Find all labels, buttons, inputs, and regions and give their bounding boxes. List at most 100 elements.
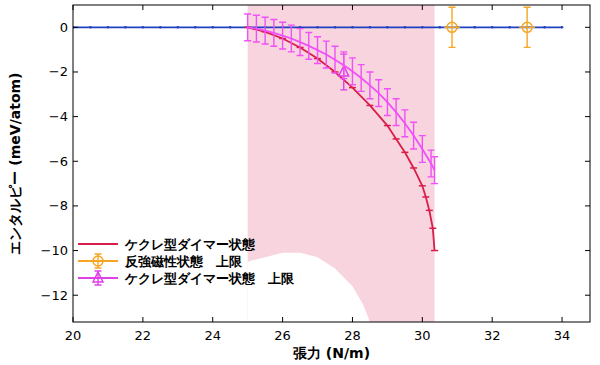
unshaded-region	[248, 253, 370, 322]
x-tick	[142, 317, 143, 322]
marker	[351, 26, 354, 29]
legend-label: ケクレ型ダイマー状態	[124, 237, 256, 252]
x-tick	[422, 5, 423, 10]
legend-label: ケクレ型ダイマー状態 上限	[124, 271, 295, 286]
x-tick	[492, 5, 493, 10]
x-tick-label: 20	[65, 328, 82, 343]
y-tick	[73, 116, 78, 117]
x-tick	[352, 317, 353, 322]
legend-line	[78, 243, 118, 245]
line	[73, 26, 562, 28]
marker-bar	[444, 27, 460, 28]
x-tick-label: 32	[484, 328, 501, 343]
line	[248, 27, 435, 170]
y-tick-label: −4	[49, 109, 68, 124]
y-tick	[585, 295, 590, 296]
x-tick	[352, 5, 353, 10]
y-tick-label: −12	[41, 288, 68, 303]
y-tick	[585, 27, 590, 28]
y-tick-label: −6	[49, 154, 68, 169]
marker	[366, 105, 373, 107]
marker	[229, 26, 232, 29]
x-tick	[282, 317, 283, 322]
marker	[194, 26, 197, 29]
marker	[89, 26, 92, 29]
y-tick	[585, 161, 590, 162]
x-tick-label: 26	[274, 328, 291, 343]
x-tick	[73, 317, 74, 322]
x-tick	[422, 317, 423, 322]
legend-marker	[93, 272, 103, 282]
marker	[124, 26, 127, 29]
x-tick	[142, 5, 143, 10]
marker-bar	[519, 27, 535, 28]
marker	[508, 26, 511, 29]
marker	[316, 26, 319, 29]
marker	[438, 26, 441, 29]
legend-marker	[95, 243, 102, 245]
y-axis-label: エンタルピー (meV/atom)	[7, 72, 23, 254]
y-tick	[73, 250, 78, 251]
plot-area	[73, 5, 563, 322]
marker	[543, 26, 546, 29]
marker	[107, 26, 110, 29]
y-tick	[585, 205, 590, 206]
marker	[422, 196, 429, 198]
marker	[401, 152, 408, 154]
y-tick-label: −8	[49, 198, 68, 213]
marker	[426, 210, 433, 212]
x-tick-label: 34	[554, 328, 571, 343]
y-tick-label: −2	[49, 64, 68, 79]
x-tick-label: 24	[204, 328, 221, 343]
marker	[384, 125, 391, 127]
y-tick	[585, 71, 590, 72]
y-tick	[585, 116, 590, 117]
marker	[393, 138, 400, 140]
y-tick	[73, 205, 78, 206]
y-tick	[73, 295, 78, 296]
x-tick	[282, 5, 283, 10]
marker	[349, 87, 356, 89]
x-tick	[562, 317, 563, 322]
x-tick-label: 22	[135, 328, 152, 343]
x-tick-label: 30	[414, 328, 431, 343]
marker	[159, 26, 162, 29]
marker-bar	[90, 260, 106, 261]
x-axis-label: 張力 (N/m)	[293, 345, 370, 361]
series-0	[73, 26, 563, 29]
marker	[211, 26, 214, 29]
line	[248, 27, 435, 250]
y-tick	[585, 250, 590, 251]
x-tick	[212, 5, 213, 10]
marker	[429, 227, 436, 229]
legend-marker	[110, 243, 117, 245]
x-tick	[212, 317, 213, 322]
legend: ケクレ型ダイマー状態反強磁性状態 上限ケクレ型ダイマー状態 上限	[78, 237, 295, 286]
y-tick	[73, 71, 78, 72]
chart: 20 22 24 26 28 30 32 34 0 −2 −4 −6 −8 −10 −12 張力 (N/m) エ…	[0, 0, 600, 365]
y-tick	[73, 161, 78, 162]
marker	[419, 185, 426, 187]
marker	[369, 26, 372, 29]
x-tick	[73, 5, 74, 10]
x-tick-label: 28	[344, 328, 361, 343]
marker	[410, 167, 417, 169]
series-4	[244, 14, 438, 184]
frame	[73, 5, 590, 322]
marker	[142, 26, 145, 29]
marker	[386, 26, 389, 29]
marker	[421, 26, 424, 29]
marker	[334, 26, 337, 29]
marker	[431, 250, 438, 252]
x-tick	[492, 317, 493, 322]
series-2	[444, 7, 535, 47]
marker	[473, 26, 476, 29]
x-tick	[562, 5, 563, 10]
legend-marker	[80, 243, 87, 245]
series-1	[244, 27, 438, 250]
marker	[561, 26, 564, 29]
legend-label: 反強磁性状態 上限	[124, 254, 243, 269]
marker	[404, 26, 407, 29]
y-tick-label: −10	[41, 243, 68, 258]
y-tick-label: 0	[60, 20, 68, 35]
